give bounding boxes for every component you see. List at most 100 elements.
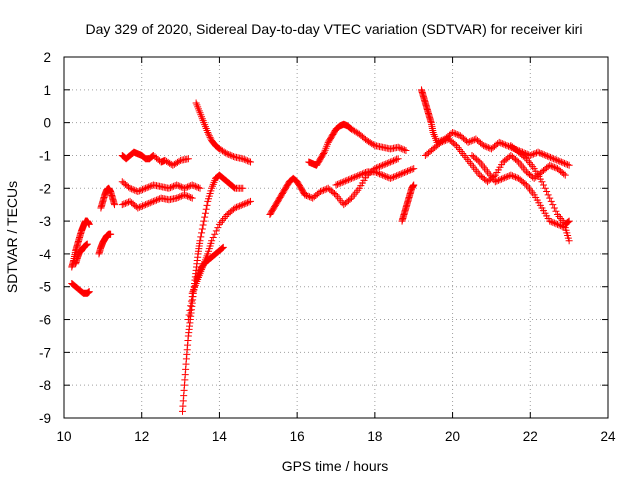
data-point-marker [547,197,555,205]
data-point-marker [504,172,512,180]
data-point-marker [129,186,137,194]
data-point-marker [547,162,555,170]
data-point-marker [203,201,211,209]
data-point-marker [186,306,194,314]
plot-frame [63,56,609,419]
data-point-marker [177,192,185,200]
data-point-marker [403,167,411,175]
data-point-marker [539,150,547,158]
data-point-marker [229,183,237,191]
data-point-marker [493,177,501,185]
data-point-marker [247,197,255,205]
data-point-marker [399,169,407,177]
data-point-marker [394,143,402,151]
series-arc-g [118,178,204,196]
data-point-marker [219,243,227,251]
data-point-marker [332,181,340,189]
data-point-marker [190,182,198,190]
data-point-marker [304,192,312,200]
y-tick-label: 0 [43,116,51,131]
data-point-marker [495,138,503,146]
data-point-marker [341,177,349,185]
data-point-marker [498,140,506,148]
data-point-marker [437,138,445,146]
data-point-marker [393,155,401,163]
data-point-marker [555,221,563,229]
series-arc-m [266,174,309,219]
data-point-marker [507,171,515,179]
data-point-marker [152,196,160,204]
data-point-marker [200,217,208,225]
data-point-marker [542,151,550,159]
data-point-marker [137,203,145,211]
data-point-marker [204,128,212,136]
data-point-marker [202,205,210,213]
data-point-marker [175,157,183,165]
data-point-marker [486,144,494,152]
data-point-marker [343,176,351,184]
data-point-marker [148,198,156,206]
data-point-marker [146,182,154,190]
data-point-marker [452,130,460,138]
data-point-marker [199,221,207,229]
data-point-marker [354,172,362,180]
data-point-marker [502,173,510,181]
data-point-marker [240,155,248,163]
data-point-marker [318,187,326,195]
data-point-marker [467,137,475,145]
y-tick-label: -2 [39,181,51,196]
series-arc-s [421,135,569,186]
data-point-marker [541,184,549,192]
data-point-marker [464,138,472,146]
data-point-marker [352,172,360,180]
series-arc-r [417,86,573,169]
data-point-marker [369,141,377,149]
data-point-marker [376,170,384,178]
data-point-marker [410,181,418,189]
data-point-marker [239,184,247,192]
data-point-marker [544,191,552,199]
data-point-marker [501,174,509,182]
data-point-marker [548,154,556,162]
data-point-marker [550,155,558,163]
data-point-marker [529,150,537,158]
data-point-marker [385,159,393,167]
data-point-marker [184,155,192,163]
data-point-marker [118,201,126,209]
data-point-marker [512,173,520,181]
data-point-marker [218,245,226,253]
data-point-marker [400,169,408,177]
x-tick-label: 22 [523,429,538,444]
data-point-marker [240,200,248,208]
data-point-marker [349,174,357,182]
data-point-marker [111,201,119,209]
data-point-marker [565,161,573,169]
data-point-marker [142,184,150,192]
series-arc-l [188,197,255,297]
data-point-marker [307,193,315,201]
data-point-marker [377,162,385,170]
data-point-marker [386,174,394,182]
series-arc-b [68,279,93,297]
data-point-marker [140,185,148,193]
data-point-marker [396,144,404,152]
data-point-marker [496,176,504,184]
data-point-marker [382,160,390,168]
data-point-marker [391,156,399,164]
data-point-marker [176,182,184,190]
grid [64,57,608,418]
data-point-marker [546,153,554,161]
data-point-marker [562,160,570,168]
data-point-marker [154,195,162,203]
data-point-marker [242,199,250,207]
data-point-marker [177,183,185,191]
data-point-marker [481,142,489,150]
data-point-marker [560,159,568,167]
data-point-marker [480,142,488,150]
data-point-marker [125,198,133,206]
data-point-marker [549,201,557,209]
data-point-marker [229,152,237,160]
data-point-marker [537,149,545,157]
data-point-marker [188,194,196,202]
